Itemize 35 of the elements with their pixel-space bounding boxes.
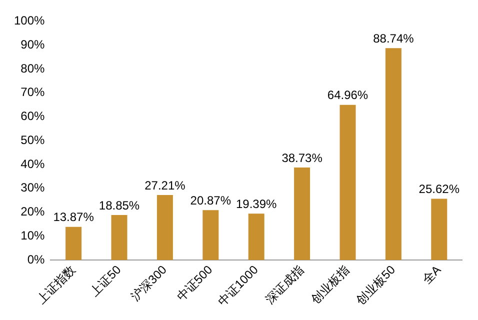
x-tick-label: 创业板指 (308, 262, 352, 306)
bar (431, 198, 448, 260)
data-label: 20.87% (190, 193, 232, 208)
y-tick-label: 60% (20, 109, 46, 124)
bar (156, 195, 173, 260)
bar (66, 226, 82, 260)
x-tick-label: 全A (420, 262, 444, 287)
bar (385, 48, 402, 260)
y-tick-label: 50% (20, 132, 46, 147)
x-tick-label: 创业板50 (353, 262, 398, 308)
data-label: 27.21% (144, 178, 186, 192)
y-tick-label: 70% (20, 85, 46, 100)
x-tick-label: 上证50 (87, 262, 124, 299)
data-label: 25.62% (418, 182, 460, 196)
bar (340, 104, 356, 260)
data-label: 38.73% (282, 150, 323, 165)
bar (111, 214, 128, 260)
y-tick-label: 90% (20, 37, 46, 52)
y-tick-label: 100% (14, 14, 46, 28)
bar (294, 167, 310, 260)
y-tick-label: 40% (20, 156, 46, 171)
data-label: 64.96% (327, 88, 368, 102)
y-tick-label: 10% (20, 228, 46, 242)
bar (248, 214, 264, 260)
data-label: 13.87% (53, 210, 94, 224)
y-tick-label: 30% (20, 180, 46, 195)
x-tick-label: 沪深300 (128, 262, 170, 304)
data-label: 88.74% (373, 31, 414, 46)
data-label: 18.85% (98, 198, 140, 212)
y-tick-label: 20% (20, 204, 46, 219)
x-tick-label: 中证500 (174, 262, 216, 304)
x-tick-label: 深证成指 (262, 262, 307, 306)
bar (202, 210, 219, 260)
data-label: 19.39% (236, 196, 278, 211)
y-tick-label: 80% (20, 61, 46, 76)
